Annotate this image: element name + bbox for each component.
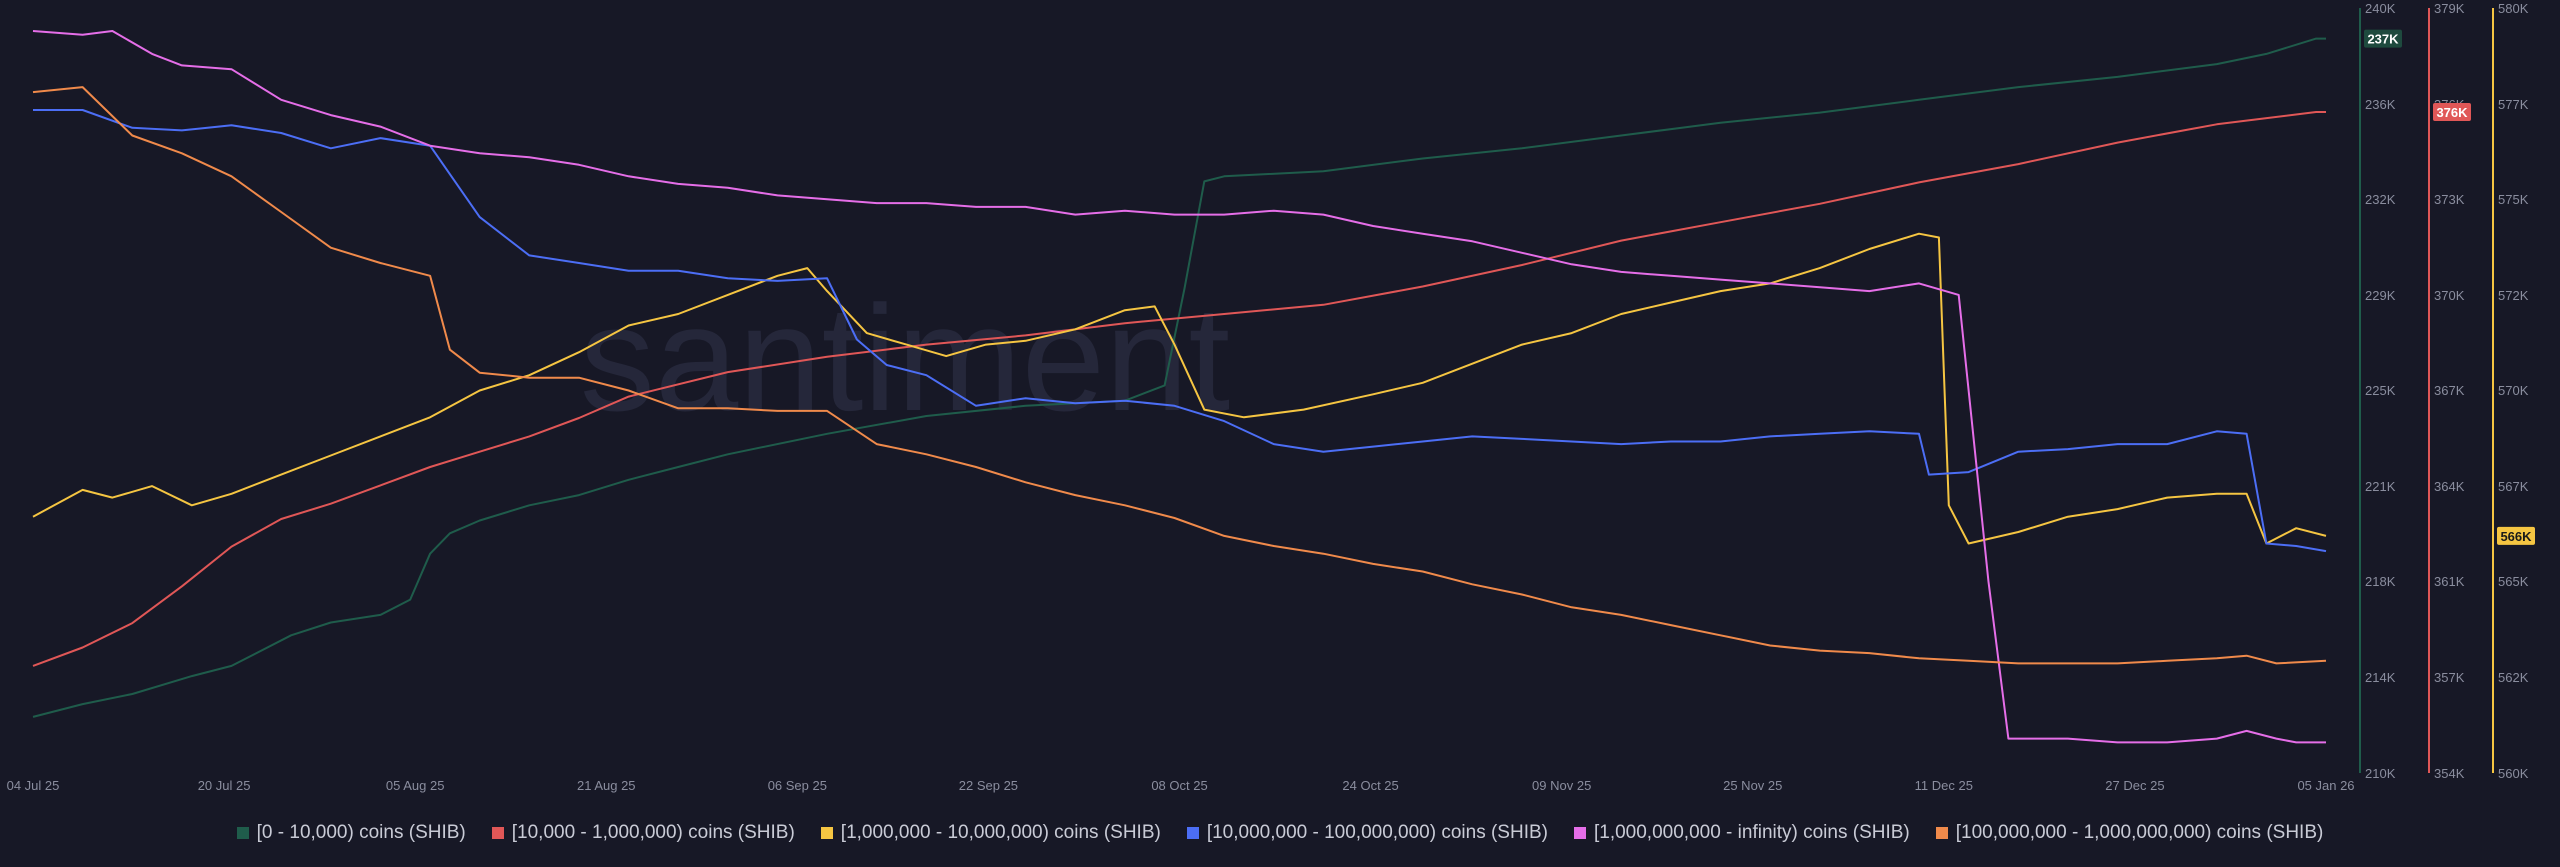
y-tick-label: 367K — [2434, 383, 2465, 398]
y-tick-label: 225K — [2365, 383, 2396, 398]
legend-item[interactable]: [10,000,000 - 100,000,000) coins (SHIB) — [1186, 821, 1548, 845]
y-tick-label: 232K — [2365, 192, 2396, 207]
x-tick-label: 11 Dec 25 — [1915, 778, 1973, 793]
x-tick-label: 25 Nov 25 — [1723, 778, 1782, 793]
y-tick-label: 221K — [2365, 479, 2396, 494]
x-tick-label: 24 Oct 25 — [1342, 778, 1398, 793]
y-tick-label: 373K — [2434, 192, 2465, 207]
series-line — [32, 37, 2326, 718]
y-tick-label: 575K — [2498, 192, 2529, 207]
y-tick-label: 240K — [2365, 1, 2396, 16]
series-line — [32, 232, 2327, 545]
series-line — [32, 111, 2326, 667]
legend-item[interactable]: [0 - 10,000) coins (SHIB) — [236, 821, 466, 845]
y-tick-label: 370K — [2434, 288, 2465, 303]
y-tick-label: 580K — [2498, 1, 2529, 16]
legend-item[interactable]: [10,000 - 1,000,000) coins (SHIB) — [491, 821, 795, 845]
y-tick-label: 236K — [2365, 97, 2396, 112]
legend-swatch — [491, 827, 504, 839]
y-tick-label: 570K — [2498, 383, 2529, 398]
x-tick-label: 06 Sep 25 — [768, 778, 827, 793]
x-tick-label: 04 Jul 25 — [7, 778, 60, 793]
series-line — [33, 109, 2327, 553]
y-tick-label: 560K — [2498, 766, 2529, 781]
x-tick-label: 05 Jan 26 — [2297, 778, 2354, 793]
axis-value-badge-label: 237K — [2367, 32, 2399, 47]
legend-swatch — [236, 827, 249, 839]
legend-item[interactable]: [1,000,000,000 - infinity) coins (SHIB) — [1573, 821, 1910, 845]
axis-value-badge-label: 376K — [2436, 105, 2468, 120]
y-tick-label: 210K — [2365, 766, 2396, 781]
y-tick-label: 577K — [2498, 97, 2529, 112]
legend-label: [1,000,000 - 10,000,000) coins (SHIB) — [840, 822, 1161, 843]
y-tick-label: 361K — [2434, 574, 2465, 589]
x-tick-label: 08 Oct 25 — [1151, 778, 1207, 793]
legend-item[interactable]: [100,000,000 - 1,000,000,000) coins (SHI… — [1935, 821, 2324, 845]
legend-item[interactable]: [1,000,000 - 10,000,000) coins (SHIB) — [820, 821, 1161, 845]
y-tick-label: 354K — [2434, 766, 2465, 781]
legend-label: [10,000,000 - 100,000,000) coins (SHIB) — [1206, 822, 1548, 843]
y-tick-label: 379K — [2434, 1, 2465, 16]
y-tick-label: 357K — [2434, 670, 2465, 685]
x-tick-label: 22 Sep 25 — [959, 778, 1018, 793]
legend-label: [100,000,000 - 1,000,000,000) coins (SHI… — [1955, 822, 2324, 843]
x-tick-label: 21 Aug 25 — [577, 778, 636, 793]
axis-value-badge — [2497, 526, 2535, 545]
legend-swatch — [1186, 827, 1199, 839]
y-tick-label: 562K — [2498, 670, 2529, 685]
x-tick-label: 27 Dec 25 — [2105, 778, 2164, 793]
y-tick-label: 364K — [2434, 479, 2465, 494]
x-tick-label: 05 Aug 25 — [386, 778, 445, 793]
legend-label: [0 - 10,000) coins (SHIB) — [256, 822, 466, 843]
y-tick-label: 572K — [2498, 288, 2529, 303]
series-line — [32, 86, 2327, 665]
x-tick-label: 20 Jul 25 — [198, 778, 251, 793]
series-line — [32, 30, 2326, 744]
chart-legend: [0 - 10,000) coins (SHIB) [10,000 - 1,000… — [0, 821, 2560, 845]
watermark: santiment — [580, 274, 1230, 442]
y-tick-label: 214K — [2365, 670, 2396, 685]
x-tick-label: 09 Nov 25 — [1532, 778, 1591, 793]
axis-value-badge-label: 566K — [2500, 529, 2532, 544]
y-tick-label: 565K — [2498, 574, 2529, 589]
axis-value-badge — [2433, 103, 2471, 122]
legend-label: [10,000 - 1,000,000) coins (SHIB) — [511, 822, 795, 843]
axis-value-badge — [2364, 29, 2402, 48]
legend-swatch — [1573, 827, 1586, 839]
y-tick-label: 567K — [2498, 479, 2529, 494]
legend-label: [1,000,000,000 - infinity) coins (SHIB) — [1593, 822, 1910, 843]
y-tick-label: 229K — [2365, 288, 2396, 303]
y-tick-label: 218K — [2365, 574, 2396, 589]
legend-swatch — [820, 827, 833, 839]
legend-swatch — [1935, 827, 1948, 839]
